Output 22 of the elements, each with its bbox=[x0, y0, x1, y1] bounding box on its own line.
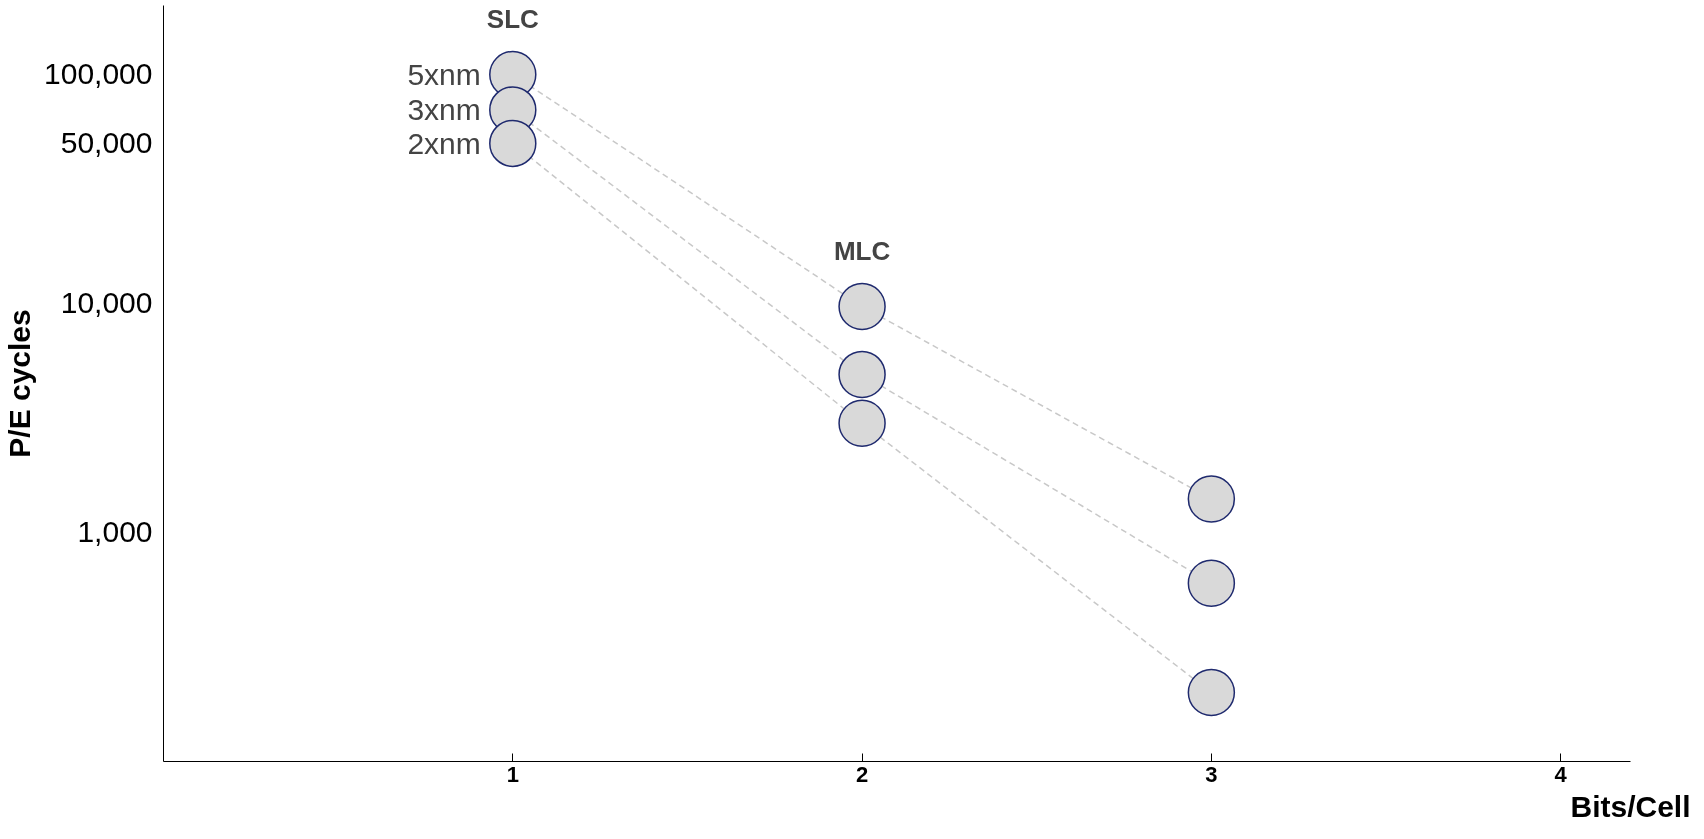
x-tick-label: 4 bbox=[1554, 761, 1568, 787]
series-label: 5xnm bbox=[407, 57, 481, 91]
point bbox=[838, 282, 886, 331]
point bbox=[1187, 668, 1236, 717]
point bbox=[1187, 559, 1236, 607]
y-tick-label: 10,000 bbox=[60, 286, 153, 320]
annotation: SLC bbox=[486, 4, 540, 35]
y-tick-label: 100,000 bbox=[44, 57, 153, 91]
point bbox=[489, 119, 537, 168]
x-axis-title: Bits/Cell bbox=[1570, 789, 1691, 823]
point bbox=[838, 350, 886, 399]
series-label: 3xnm bbox=[407, 93, 481, 127]
x-tick-label: 3 bbox=[1205, 761, 1218, 787]
annotation: MLC bbox=[833, 236, 891, 267]
y-axis-title: P/E cycles bbox=[3, 309, 37, 458]
x-tick-label: 1 bbox=[506, 761, 519, 787]
y-tick-label: 50,000 bbox=[60, 126, 153, 160]
y-tick-label: 1,000 bbox=[77, 515, 153, 549]
series-label: 2xnm bbox=[407, 126, 481, 160]
point bbox=[838, 399, 886, 447]
x-tick-label: 2 bbox=[855, 761, 869, 787]
point bbox=[1187, 475, 1236, 523]
